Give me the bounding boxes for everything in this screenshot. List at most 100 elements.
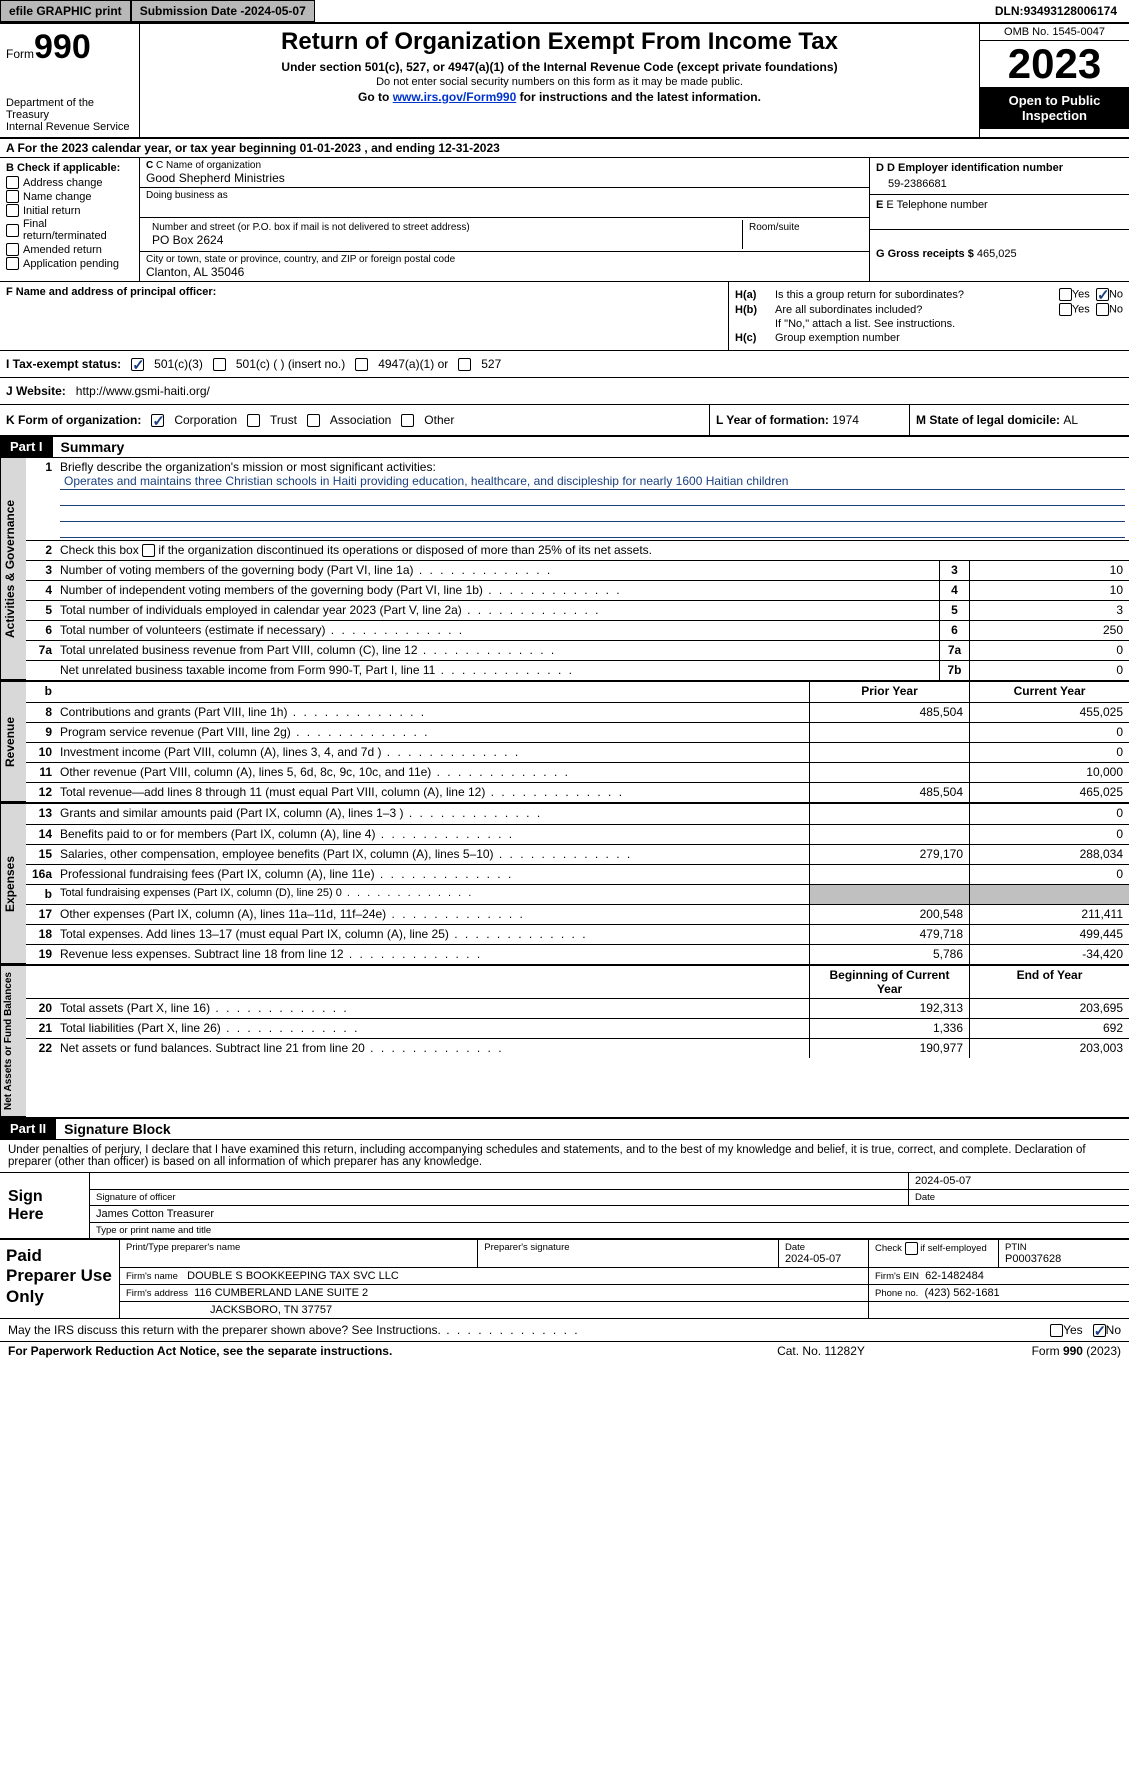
signature-intro: Under penalties of perjury, I declare th… xyxy=(0,1140,1129,1173)
check-amended-return[interactable]: Amended return xyxy=(6,243,133,256)
dln: DLN: 93493128006174 xyxy=(987,0,1129,22)
top-bar: efile GRAPHIC print Submission Date - 20… xyxy=(0,0,1129,24)
form-title: Return of Organization Exempt From Incom… xyxy=(146,28,973,56)
check-527[interactable] xyxy=(458,358,471,371)
col-prior-year: Prior Year xyxy=(809,682,969,702)
summary-line: 19Revenue less expenses. Subtract line 1… xyxy=(26,944,1129,964)
dept-label: Department of the Treasury Internal Reve… xyxy=(6,97,133,133)
col-begin-year: Beginning of Current Year xyxy=(809,966,969,998)
submission-date: Submission Date - 2024-05-07 xyxy=(131,0,315,22)
irs-link[interactable]: www.irs.gov/Form990 xyxy=(393,90,517,104)
summary-line: 20Total assets (Part X, line 16)192,3132… xyxy=(26,998,1129,1018)
hb-no-check[interactable] xyxy=(1096,303,1109,316)
summary-line: 12Total revenue—add lines 8 through 11 (… xyxy=(26,782,1129,802)
form-subtitle-3: Go to www.irs.gov/Form990 for instructio… xyxy=(146,90,973,104)
check-association[interactable] xyxy=(307,414,320,427)
summary-line: 17Other expenses (Part IX, column (A), l… xyxy=(26,904,1129,924)
hb-yes-check[interactable] xyxy=(1059,303,1072,316)
check-4947[interactable] xyxy=(355,358,368,371)
firm-phone: (423) 562-1681 xyxy=(924,1287,999,1299)
summary-line: 11Other revenue (Part VIII, column (A), … xyxy=(26,762,1129,782)
ha-yesno: Yes No xyxy=(1013,288,1123,301)
summary-line: 6Total number of volunteers (estimate if… xyxy=(26,620,1129,640)
summary-line: Net unrelated business taxable income fr… xyxy=(26,660,1129,680)
col-current-year: Current Year xyxy=(969,682,1129,702)
sign-here-block: Sign Here 2024-05-07 Signature of office… xyxy=(0,1173,1129,1240)
address-cell: Number and street (or P.O. box if mail i… xyxy=(140,218,869,252)
org-name: Good Shepherd Ministries xyxy=(146,171,863,185)
summary-line: 4Number of independent voting members of… xyxy=(26,580,1129,600)
check-name-change[interactable]: Name change xyxy=(6,190,133,203)
sig-date: 2024-05-07 xyxy=(909,1173,1129,1189)
org-city: Clanton, AL 35046 xyxy=(146,265,863,279)
discuss-no-check[interactable] xyxy=(1093,1324,1106,1337)
website-url: http://www.gsmi-haiti.org/ xyxy=(76,384,210,398)
officer-name: James Cotton Treasurer xyxy=(90,1206,1129,1222)
ein-value: 59-2386681 xyxy=(876,174,1123,190)
state-domicile: M State of legal domicile: AL xyxy=(909,405,1129,435)
check-corporation[interactable] xyxy=(151,414,164,427)
section-bcd: B Check if applicable: Address change Na… xyxy=(0,158,1129,282)
gross-receipts: 465,025 xyxy=(977,248,1017,260)
check-final-return[interactable]: Final return/terminated xyxy=(6,218,133,242)
check-501c3[interactable] xyxy=(131,358,144,371)
preparer-label: Paid Preparer Use Only xyxy=(0,1240,120,1318)
summary-line: 9Program service revenue (Part VIII, lin… xyxy=(26,722,1129,742)
col-end-year: End of Year xyxy=(969,966,1129,998)
check-initial-return[interactable]: Initial return xyxy=(6,204,133,217)
form-ref: Form 990 (2023) xyxy=(921,1344,1121,1358)
firm-ein: 62-1482484 xyxy=(925,1270,984,1282)
org-name-cell: C C Name of organization Good Shepherd M… xyxy=(140,158,869,188)
firm-name: DOUBLE S BOOKKEEPING TAX SVC LLC xyxy=(187,1270,399,1282)
header-left: Form990 Department of the Treasury Inter… xyxy=(0,24,140,137)
preparer-block: Paid Preparer Use Only Print/Type prepar… xyxy=(0,1240,1129,1319)
ptin: P00037628 xyxy=(1005,1253,1123,1265)
telephone-cell: E E Telephone number xyxy=(870,195,1129,230)
summary-line: 22Net assets or fund balances. Subtract … xyxy=(26,1038,1129,1058)
omb-number: OMB No. 1545-0047 xyxy=(980,24,1129,41)
summary-netassets: Net Assets or Fund Balances Beginning of… xyxy=(0,966,1129,1119)
row-j-website: J Website: http://www.gsmi-haiti.org/ xyxy=(0,378,1129,405)
section-fh: F Name and address of principal officer:… xyxy=(0,282,1129,351)
summary-line: 16aProfessional fundraising fees (Part I… xyxy=(26,864,1129,884)
firm-address: 116 CUMBERLAND LANE SUITE 2 xyxy=(194,1287,368,1299)
check-discontinued[interactable] xyxy=(142,544,155,557)
form-subtitle-1: Under section 501(c), 527, or 4947(a)(1)… xyxy=(146,60,973,74)
tab-governance: Activities & Governance xyxy=(0,458,26,680)
check-self-employed[interactable] xyxy=(905,1242,918,1255)
form-label: Form990 xyxy=(6,28,133,67)
open-inspection-badge: Open to Public Inspection xyxy=(980,87,1129,129)
org-address: PO Box 2624 xyxy=(152,233,736,247)
check-other[interactable] xyxy=(401,414,414,427)
discuss-yes-check[interactable] xyxy=(1050,1324,1063,1337)
check-address-change[interactable]: Address change xyxy=(6,176,133,189)
col-d-ein: D D Employer identification number 59-23… xyxy=(869,158,1129,281)
summary-governance: Activities & Governance 1 Briefly descri… xyxy=(0,458,1129,682)
ha-no-check[interactable] xyxy=(1096,288,1109,301)
summary-line: 7aTotal unrelated business revenue from … xyxy=(26,640,1129,660)
tab-expenses: Expenses xyxy=(0,804,26,964)
city-cell: City or town, state or province, country… xyxy=(140,252,869,281)
footer: For Paperwork Reduction Act Notice, see … xyxy=(0,1342,1129,1360)
header-mid: Return of Organization Exempt From Incom… xyxy=(140,24,979,137)
summary-line: 14Benefits paid to or for members (Part … xyxy=(26,824,1129,844)
pra-notice: For Paperwork Reduction Act Notice, see … xyxy=(8,1344,721,1358)
check-501c[interactable] xyxy=(213,358,226,371)
discuss-row: May the IRS discuss this return with the… xyxy=(0,1319,1129,1342)
mission-label: Briefly describe the organization's miss… xyxy=(60,460,1125,474)
line-2: Check this box if the organization disco… xyxy=(56,541,1129,560)
form-subtitle-2: Do not enter social security numbers on … xyxy=(146,76,973,88)
ein-cell: D D Employer identification number 59-23… xyxy=(870,158,1129,195)
summary-line: 8Contributions and grants (Part VIII, li… xyxy=(26,702,1129,722)
check-trust[interactable] xyxy=(247,414,260,427)
row-i-exempt: I Tax-exempt status: 501(c)(3) 501(c) ( … xyxy=(0,351,1129,378)
year-formation: L Year of formation: 1974 xyxy=(709,405,909,435)
tab-netassets: Net Assets or Fund Balances xyxy=(0,966,26,1117)
check-application-pending[interactable]: Application pending xyxy=(6,257,133,270)
ha-yes-check[interactable] xyxy=(1059,288,1072,301)
cat-number: Cat. No. 11282Y xyxy=(721,1344,921,1358)
summary-line: 13Grants and similar amounts paid (Part … xyxy=(26,804,1129,824)
col-h-group: H(a) Is this a group return for subordin… xyxy=(729,282,1129,350)
part-ii-header: Part II Signature Block xyxy=(0,1119,1129,1140)
dba-cell: Doing business as xyxy=(140,188,869,218)
